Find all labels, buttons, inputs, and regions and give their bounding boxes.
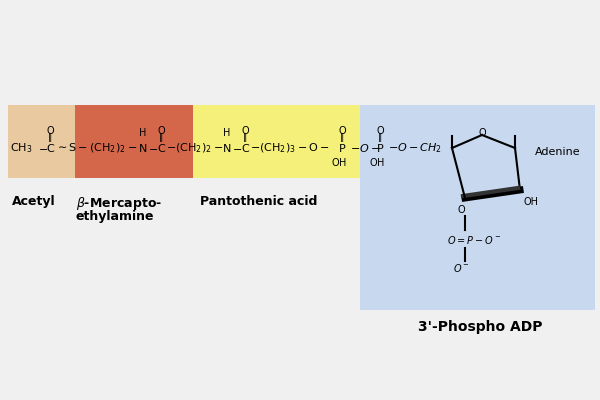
Text: $\mathregular{N}$: $\mathregular{N}$ — [222, 142, 231, 154]
Text: $\mathregular{\|}$: $\mathregular{\|}$ — [47, 132, 52, 144]
Text: Pantothenic acid: Pantothenic acid — [200, 195, 317, 208]
Text: O: O — [457, 205, 465, 215]
Bar — [75, 105, 193, 178]
Text: $\mathregular{\sim S-(CH_2)_2-}$: $\mathregular{\sim S-(CH_2)_2-}$ — [55, 141, 137, 155]
Text: $\mathregular{OH}$: $\mathregular{OH}$ — [369, 156, 385, 168]
Text: $\mathregular{\|}$: $\mathregular{\|}$ — [339, 132, 344, 144]
Text: $\mathregular{-(CH_2)_3-O-}$: $\mathregular{-(CH_2)_3-O-}$ — [250, 141, 329, 155]
Text: $\mathregular{CH_3}$: $\mathregular{CH_3}$ — [10, 141, 32, 155]
Text: $\mathregular{\|}$: $\mathregular{\|}$ — [242, 132, 247, 144]
Text: OH: OH — [524, 197, 539, 207]
Text: $\beta$-Mercapto-: $\beta$-Mercapto- — [76, 195, 162, 212]
Text: $\mathregular{\|}$: $\mathregular{\|}$ — [377, 132, 382, 144]
Text: $\mathregular{\|}$: $\mathregular{\|}$ — [158, 132, 163, 144]
Text: ethylamine: ethylamine — [76, 210, 155, 223]
Bar — [193, 105, 360, 178]
Text: $\mathregular{N}$: $\mathregular{N}$ — [138, 142, 147, 154]
Text: $\mathregular{P}$: $\mathregular{P}$ — [376, 142, 385, 154]
Text: $\mathregular{H}$: $\mathregular{H}$ — [138, 126, 146, 138]
Text: $\mathregular{O}$: $\mathregular{O}$ — [376, 124, 385, 136]
Text: Adenine: Adenine — [535, 147, 581, 157]
Text: $-O-$: $-O-$ — [350, 142, 380, 154]
Text: $\mathregular{OH}$: $\mathregular{OH}$ — [331, 156, 347, 168]
Text: $O^-$: $O^-$ — [452, 262, 469, 274]
Text: $-O-CH_2$: $-O-CH_2$ — [388, 141, 442, 155]
Text: $\mathregular{C}$: $\mathregular{C}$ — [157, 142, 166, 154]
Text: $\mathregular{H}$: $\mathregular{H}$ — [222, 126, 230, 138]
Text: $-$: $-$ — [38, 143, 48, 153]
Text: Acetyl: Acetyl — [12, 195, 56, 208]
Text: $\mathregular{O}$: $\mathregular{O}$ — [157, 124, 166, 136]
Bar — [8, 105, 75, 178]
Text: O: O — [478, 128, 486, 138]
Text: $\mathregular{C}$: $\mathregular{C}$ — [46, 142, 55, 154]
Text: $\mathregular{C}$: $\mathregular{C}$ — [241, 142, 250, 154]
Text: $\mathregular{O}$: $\mathregular{O}$ — [46, 124, 55, 136]
Text: $-$: $-$ — [232, 143, 242, 153]
Text: $-$: $-$ — [148, 143, 158, 153]
Text: $\mathregular{P}$: $\mathregular{P}$ — [338, 142, 346, 154]
Text: $\mathregular{-(CH_2)_2-}$: $\mathregular{-(CH_2)_2-}$ — [166, 141, 223, 155]
Text: $\mathregular{O}$: $\mathregular{O}$ — [338, 124, 347, 136]
Text: 3'-Phospho ADP: 3'-Phospho ADP — [418, 320, 542, 334]
Text: $\mathregular{O}$: $\mathregular{O}$ — [241, 124, 250, 136]
Text: $O=P-O^-$: $O=P-O^-$ — [447, 234, 501, 246]
Bar — [360, 105, 595, 310]
